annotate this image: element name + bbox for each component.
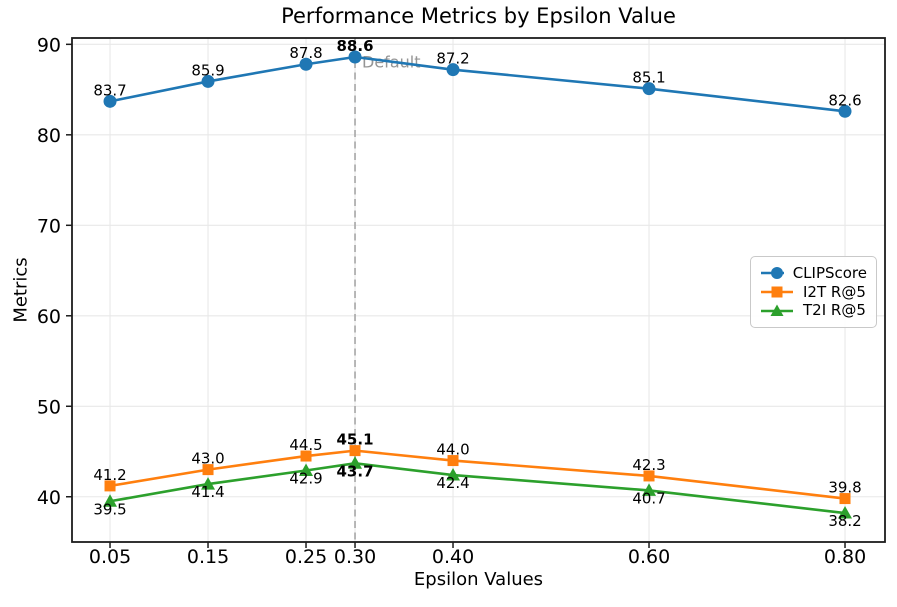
- legend: CLIPScore I2T R@5 T2I R@5: [750, 256, 877, 328]
- y-tick-label: 40: [37, 487, 61, 509]
- value-label-I2T R@5: 44.0: [436, 441, 469, 459]
- x-tick-label: 0.60: [628, 546, 670, 568]
- data-point-T2I R@5: [299, 463, 314, 477]
- value-label-I2T R@5: 42.3: [632, 456, 665, 474]
- x-tick-label: 0.30: [334, 546, 376, 568]
- value-label-I2T R@5: 44.5: [289, 436, 322, 454]
- value-label-CLIPScore: 85.9: [191, 61, 224, 79]
- data-point-I2T R@5: [300, 450, 312, 462]
- legend-marker-circle-icon: [761, 267, 784, 280]
- x-tick-label: 0.25: [285, 546, 327, 568]
- x-tick-label: 0.40: [432, 546, 474, 568]
- y-tick-label: 70: [37, 215, 61, 237]
- data-point-CLIPScore: [348, 50, 362, 64]
- data-point-T2I R@5: [103, 494, 118, 507]
- data-point-I2T R@5: [447, 455, 459, 467]
- data-point-I2T R@5: [104, 480, 116, 492]
- value-label-I2T R@5: 39.8: [828, 479, 861, 497]
- legend-label: I2T R@5: [803, 282, 866, 301]
- y-tick-label: 50: [37, 396, 61, 418]
- value-label-CLIPScore: 87.8: [289, 44, 322, 62]
- data-point-T2I R@5: [446, 468, 461, 481]
- data-point-CLIPScore: [446, 63, 460, 77]
- value-label-I2T R@5: 43.0: [191, 450, 224, 468]
- value-label-T2I R@5: 42.4: [436, 474, 469, 492]
- value-label-I2T R@5: 45.1: [337, 431, 374, 449]
- legend-item-I2T R@5: I2T R@5: [760, 283, 867, 302]
- value-label-T2I R@5: 38.2: [828, 512, 861, 530]
- value-label-T2I R@5: 41.4: [191, 483, 224, 501]
- data-point-CLIPScore: [299, 57, 313, 71]
- value-label-I2T R@5: 41.2: [93, 466, 126, 484]
- x-tick-label: 0.80: [824, 546, 866, 568]
- legend-item-CLIPScore: CLIPScore: [760, 264, 867, 283]
- data-point-CLIPScore: [201, 74, 215, 88]
- value-label-CLIPScore: 85.1: [632, 69, 665, 87]
- value-label-CLIPScore: 82.6: [828, 91, 861, 109]
- value-label-CLIPScore: 87.2: [436, 50, 469, 68]
- value-label-T2I R@5: 42.9: [289, 470, 322, 488]
- data-point-I2T R@5: [643, 470, 655, 482]
- legend-item-T2I R@5: T2I R@5: [760, 301, 867, 320]
- data-point-I2T R@5: [202, 464, 214, 476]
- x-tick-label: 0.15: [187, 546, 229, 568]
- data-point-CLIPScore: [642, 82, 656, 96]
- data-point-I2T R@5: [839, 493, 851, 505]
- legend-marker-triangle-icon: [761, 304, 793, 316]
- x-axis-label: Epsilon Values: [413, 569, 544, 590]
- value-label-CLIPScore: 83.7: [93, 81, 126, 99]
- data-point-T2I R@5: [642, 483, 657, 496]
- value-label-T2I R@5: 39.5: [93, 500, 126, 518]
- y-tick-label: 80: [37, 125, 61, 147]
- legend-marker-square-icon: [761, 286, 793, 298]
- value-label-T2I R@5: 40.7: [632, 489, 665, 507]
- data-point-T2I R@5: [838, 506, 853, 519]
- y-tick-label: 90: [37, 34, 61, 56]
- value-label-T2I R@5: 43.7: [337, 462, 374, 480]
- axes-frame: [71, 37, 886, 543]
- chart-title: Performance Metrics by Epsilon Value: [281, 4, 676, 28]
- legend-label: T2I R@5: [803, 301, 866, 320]
- x-tick-label: 0.05: [89, 546, 131, 568]
- value-label-CLIPScore: 88.6: [337, 37, 374, 55]
- legend-label: CLIPScore: [792, 263, 867, 282]
- data-point-I2T R@5: [349, 445, 361, 457]
- data-point-T2I R@5: [348, 456, 363, 469]
- y-axis-label: Metrics: [10, 257, 32, 323]
- data-point-CLIPScore: [103, 94, 117, 108]
- data-point-T2I R@5: [201, 477, 216, 490]
- data-point-CLIPScore: [838, 104, 852, 118]
- y-tick-label: 60: [37, 306, 61, 328]
